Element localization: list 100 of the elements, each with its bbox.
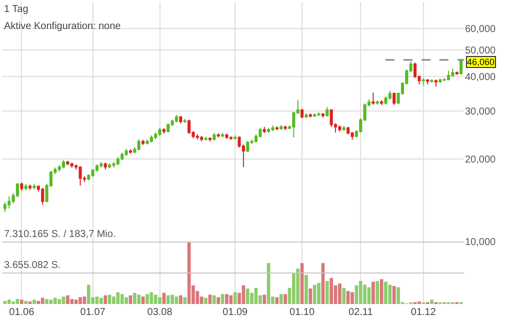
bar bbox=[363, 284, 366, 304]
candlestick bbox=[422, 78, 425, 86]
bar bbox=[346, 290, 350, 304]
candlestick bbox=[338, 125, 342, 132]
chart-subtitle: 1 Tag bbox=[4, 4, 28, 15]
candlestick bbox=[317, 112, 320, 116]
bar bbox=[376, 281, 380, 304]
candlestick bbox=[128, 148, 132, 154]
x-tick-label: 02.11 bbox=[348, 307, 374, 318]
bar bbox=[392, 286, 396, 304]
candlestick bbox=[308, 113, 312, 118]
bar bbox=[40, 298, 44, 304]
candlestick bbox=[62, 160, 66, 169]
candlestick bbox=[376, 100, 379, 106]
bar bbox=[350, 292, 354, 304]
bar bbox=[120, 294, 124, 304]
bar bbox=[170, 294, 174, 304]
candlestick bbox=[271, 125, 274, 132]
bar bbox=[229, 295, 233, 304]
bar bbox=[372, 282, 375, 304]
bar bbox=[338, 284, 342, 304]
bar bbox=[36, 300, 40, 304]
bar bbox=[74, 300, 78, 304]
candlestick bbox=[150, 134, 153, 143]
x-tick-label: 01.07 bbox=[80, 307, 106, 318]
candlestick bbox=[342, 126, 346, 132]
candlestick bbox=[196, 134, 199, 140]
candlestick bbox=[326, 106, 329, 118]
candlestick bbox=[91, 168, 94, 178]
candlestick bbox=[183, 118, 186, 124]
bar bbox=[95, 296, 99, 304]
candlestick bbox=[166, 122, 170, 133]
bar bbox=[137, 294, 141, 304]
bar bbox=[166, 295, 170, 304]
candlestick bbox=[137, 138, 140, 151]
bar bbox=[275, 297, 279, 304]
candlestick bbox=[179, 116, 182, 124]
bar bbox=[86, 284, 90, 304]
candlestick bbox=[108, 162, 112, 169]
bar bbox=[116, 292, 120, 304]
annotation: Aktive Konfiguration: none bbox=[4, 21, 122, 32]
bar bbox=[45, 299, 48, 304]
candlestick bbox=[225, 133, 228, 140]
candlestick bbox=[212, 132, 216, 141]
bar bbox=[70, 299, 74, 304]
bar bbox=[246, 288, 250, 304]
bar bbox=[342, 288, 346, 304]
candlestick bbox=[204, 136, 208, 141]
candlestick bbox=[438, 78, 442, 84]
candlestick bbox=[124, 148, 128, 157]
y-tick-label: 50,000 bbox=[465, 46, 496, 57]
candlestick bbox=[24, 184, 28, 191]
candlestick bbox=[174, 114, 178, 123]
bar bbox=[312, 284, 316, 304]
candlestick bbox=[313, 112, 316, 118]
bar bbox=[279, 294, 283, 304]
x-tick-label: 03.08 bbox=[147, 307, 173, 318]
bar bbox=[308, 288, 312, 304]
y-tick-label: 40,000 bbox=[465, 72, 496, 84]
bar bbox=[62, 296, 66, 304]
bar bbox=[104, 295, 108, 304]
candlestick bbox=[234, 134, 237, 140]
y-tick-label: 60,000 bbox=[465, 24, 496, 35]
bar bbox=[233, 292, 237, 304]
candlestick bbox=[280, 124, 283, 130]
bar bbox=[330, 278, 334, 304]
bar bbox=[354, 285, 358, 304]
x-tick-label: 01.10 bbox=[290, 307, 315, 318]
candlestick bbox=[446, 70, 450, 81]
candlestick bbox=[267, 127, 270, 133]
bar bbox=[430, 300, 434, 304]
candlestick bbox=[392, 92, 396, 106]
bar bbox=[304, 274, 308, 304]
candlestick bbox=[32, 184, 36, 190]
bar bbox=[7, 300, 11, 304]
bar bbox=[132, 292, 136, 304]
bar bbox=[396, 287, 400, 304]
ref-line-label: 3.655.082 S. bbox=[4, 260, 61, 271]
candlestick bbox=[426, 78, 430, 85]
x-tick-label: 01.12 bbox=[410, 307, 436, 318]
bar bbox=[225, 294, 228, 304]
bar bbox=[154, 294, 158, 304]
candlestick bbox=[146, 138, 149, 145]
bar bbox=[20, 300, 24, 304]
bar bbox=[296, 268, 300, 304]
bar bbox=[124, 297, 128, 304]
bar bbox=[325, 281, 329, 304]
candlestick bbox=[100, 162, 103, 168]
candlestick bbox=[430, 78, 434, 84]
bar bbox=[24, 300, 28, 304]
candlestick bbox=[116, 156, 120, 166]
y-tick-label: 10,000 bbox=[465, 236, 496, 248]
bar bbox=[384, 282, 388, 304]
candlestick bbox=[221, 132, 224, 138]
candlestick bbox=[104, 162, 107, 170]
candlestick bbox=[321, 112, 324, 118]
bar bbox=[380, 279, 384, 304]
bar bbox=[16, 299, 20, 304]
candlestick bbox=[262, 126, 266, 134]
candlestick bbox=[142, 139, 145, 146]
